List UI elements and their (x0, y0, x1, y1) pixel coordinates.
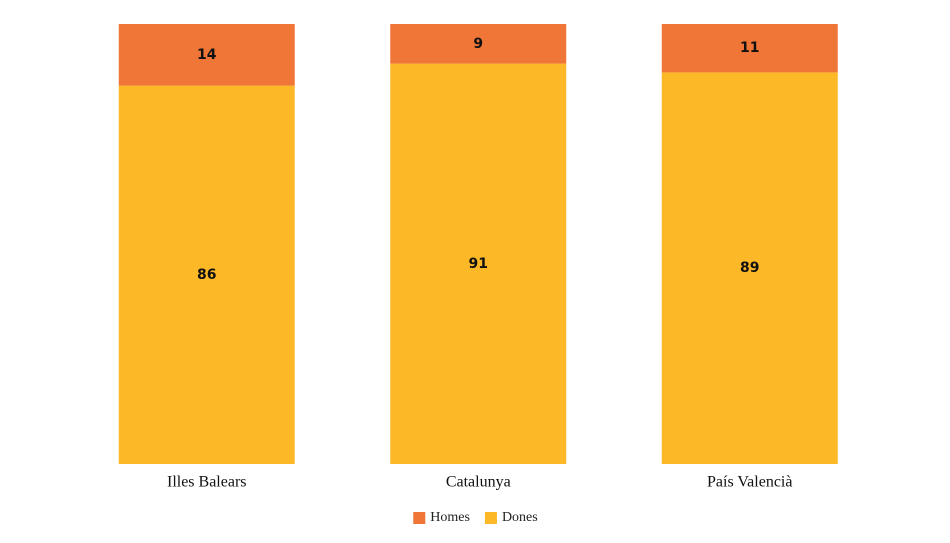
data-label: 86 (197, 267, 216, 283)
legend-item: Homes (413, 510, 470, 525)
bar-segment (661, 24, 838, 73)
data-label: 91 (469, 256, 488, 272)
x-tick-label: Illes Balears (167, 474, 247, 491)
bar-segment (390, 63, 567, 464)
bar-segment (390, 24, 567, 64)
x-tick-label: Catalunya (446, 474, 511, 491)
bar-segment (118, 85, 295, 464)
data-label: 11 (740, 40, 759, 56)
legend-label: Dones (502, 510, 538, 525)
x-tick-label: País Valencià (707, 474, 792, 491)
data-label: 9 (473, 36, 483, 52)
legend-swatch (484, 512, 497, 524)
bar-segment (118, 24, 295, 86)
data-label: 89 (740, 260, 759, 276)
legend-label: Homes (430, 510, 470, 525)
legend-item: Dones (484, 510, 538, 525)
data-label: 14 (197, 47, 217, 63)
bar-segment (661, 72, 838, 465)
legend-swatch (413, 512, 426, 524)
